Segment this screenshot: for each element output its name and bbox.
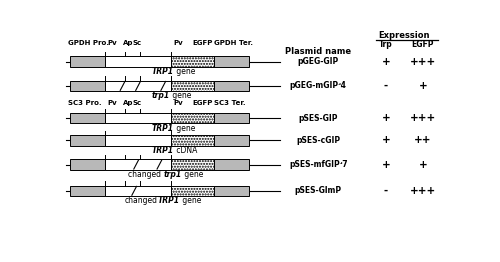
Text: Ap: Ap — [122, 40, 133, 46]
Text: pSES-GlmP: pSES-GlmP — [294, 186, 342, 195]
Text: gene: gene — [182, 170, 203, 179]
Text: trp1: trp1 — [152, 91, 170, 100]
Text: +: + — [418, 160, 427, 170]
Bar — [70, 185, 105, 196]
Text: SC3 Ter.: SC3 Ter. — [214, 100, 245, 106]
Text: Pv: Pv — [107, 100, 117, 106]
Bar — [105, 56, 171, 67]
Bar — [214, 159, 248, 170]
Text: SC3 Pro.: SC3 Pro. — [68, 100, 102, 106]
Text: EGFP: EGFP — [192, 100, 212, 106]
Text: +: + — [382, 160, 390, 170]
Text: changed: changed — [124, 196, 158, 205]
Text: pGEG-mGIPʴ4: pGEG-mGIPʴ4 — [290, 81, 346, 90]
Text: Pv: Pv — [107, 40, 117, 46]
Bar — [214, 185, 248, 196]
Text: -: - — [384, 186, 388, 196]
Bar — [214, 113, 248, 123]
Text: cDNA: cDNA — [174, 146, 197, 155]
Text: Sc: Sc — [132, 100, 141, 106]
Text: +++: +++ — [410, 113, 436, 123]
Bar — [171, 113, 214, 123]
Bar — [171, 159, 214, 170]
Text: gene: gene — [170, 91, 191, 100]
Bar — [70, 159, 105, 170]
Text: pSES-mfGIPʴ7: pSES-mfGIPʴ7 — [289, 160, 348, 169]
Bar — [105, 81, 171, 91]
Text: Pv: Pv — [173, 100, 182, 106]
Text: TRP1: TRP1 — [152, 146, 174, 155]
Text: +: + — [382, 135, 390, 145]
Bar — [105, 113, 171, 123]
Text: gene: gene — [174, 124, 195, 133]
Bar — [105, 185, 171, 196]
Text: Expression: Expression — [378, 31, 430, 40]
Bar — [105, 159, 171, 170]
Text: Trp: Trp — [379, 40, 393, 49]
Bar — [70, 135, 105, 146]
Text: TRP1: TRP1 — [152, 124, 174, 133]
Text: +: + — [382, 57, 390, 67]
Bar — [171, 56, 214, 67]
Text: Ap: Ap — [122, 100, 133, 106]
Text: +: + — [382, 113, 390, 123]
Text: EGFP: EGFP — [412, 40, 434, 49]
Text: ++: ++ — [414, 135, 432, 145]
Bar — [70, 113, 105, 123]
Bar — [214, 81, 248, 91]
Text: EGFP: EGFP — [192, 40, 212, 46]
Text: changed: changed — [128, 170, 164, 179]
Text: +++: +++ — [410, 57, 436, 67]
Bar — [171, 185, 214, 196]
Bar — [70, 56, 105, 67]
Bar — [214, 56, 248, 67]
Text: Pv: Pv — [173, 40, 182, 46]
Text: Plasmid name: Plasmid name — [285, 47, 352, 56]
Text: GPDH Ter.: GPDH Ter. — [214, 40, 252, 46]
Text: trp1: trp1 — [164, 170, 182, 179]
Text: -: - — [384, 81, 388, 91]
Text: gene: gene — [180, 196, 201, 205]
Bar — [171, 135, 214, 146]
Text: Sc: Sc — [132, 40, 141, 46]
Text: GPDH Pro.: GPDH Pro. — [68, 40, 110, 46]
Text: +++: +++ — [410, 186, 436, 196]
Text: +: + — [418, 81, 427, 91]
Bar — [214, 135, 248, 146]
Text: pGEG-GIP: pGEG-GIP — [298, 57, 339, 66]
Bar — [105, 135, 171, 146]
Text: TRP1: TRP1 — [158, 196, 180, 205]
Text: pSES-cGIP: pSES-cGIP — [296, 136, 341, 145]
Bar — [70, 81, 105, 91]
Text: TRP1: TRP1 — [152, 67, 174, 76]
Bar — [171, 81, 214, 91]
Text: pSES-GIP: pSES-GIP — [298, 114, 338, 123]
Text: gene: gene — [174, 67, 195, 76]
